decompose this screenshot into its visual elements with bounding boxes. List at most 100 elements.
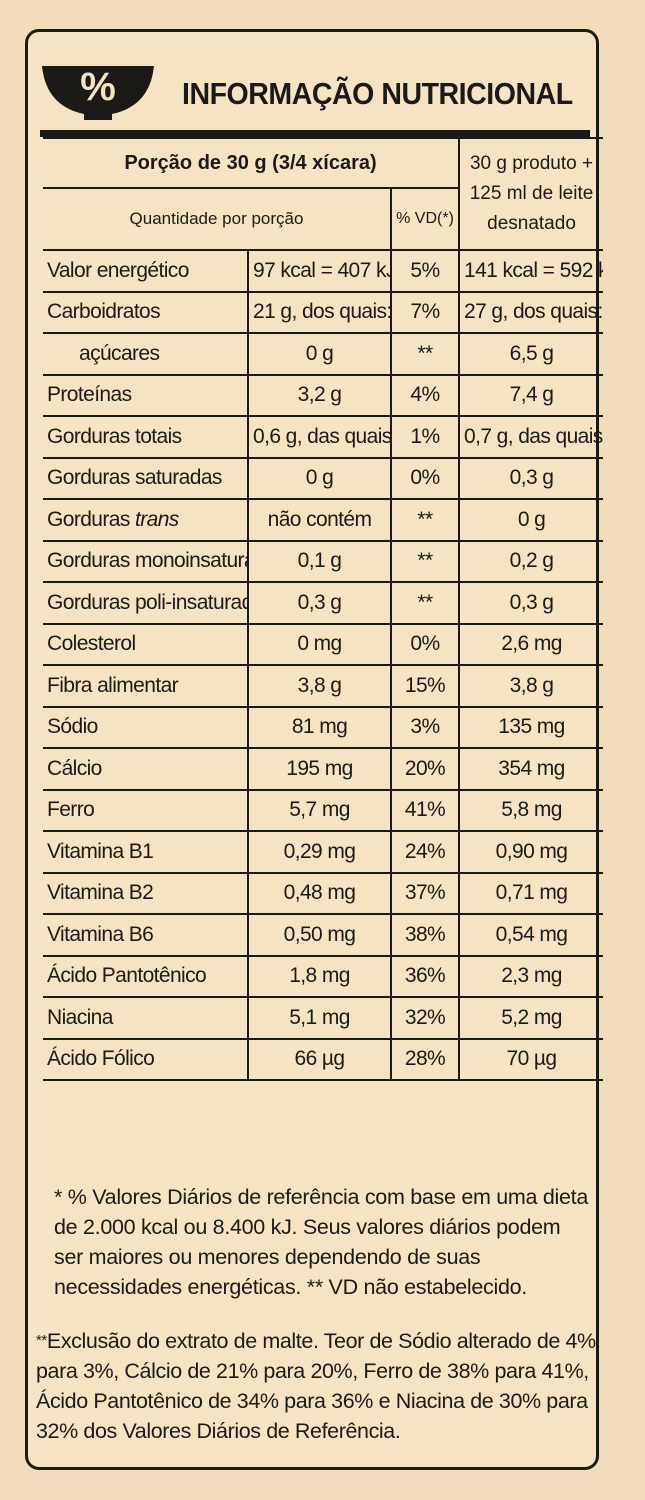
nutrient-name-text: Valor energético [47, 258, 189, 282]
table-row: Carboidratos 21 g, dos quais: 7% 27 g, dos … [43, 290, 604, 334]
vd-column-header: % VD(*) [389, 187, 460, 251]
portion-amount: 0,6 g, das quais: [247, 415, 392, 459]
milk-amount: 3,8 g [458, 664, 604, 708]
vd-percent: 32% [389, 996, 461, 1040]
milk-amount: 0,2 g [458, 539, 604, 583]
nutrient-name: Valor energético [43, 249, 249, 293]
portion-amount: 1,8 mg [247, 954, 392, 998]
portion-amount: 0,29 mg [247, 830, 392, 874]
milk-amount: 141 kcal = 592 kJ [458, 249, 604, 293]
vd-footnote: * % Valores Diários de referência com ba… [54, 1185, 588, 1299]
nutrient-name-text: Carboidratos [47, 300, 161, 324]
nutrient-name: Gorduras totais [43, 415, 249, 459]
nutrient-name: Cálcio [43, 747, 249, 791]
panel-header: % INFORMAÇÃO NUTRICIONAL [40, 56, 590, 126]
portion-amount: 0 g [247, 332, 392, 376]
table-row: Gorduras totais 0,6 g, das quais: 1% 0,7 g,… [43, 415, 604, 459]
milk-amount: 6,5 g [458, 332, 604, 376]
portion-amount: 0 g [247, 456, 392, 500]
nutrient-name: Ácido Pantotênico [43, 954, 249, 998]
vd-percent: 28% [389, 1037, 461, 1081]
nutrient-name: açúcares [43, 332, 249, 376]
milk-amount: 0,90 mg [458, 830, 604, 874]
nutrient-name-text: Gorduras monoinsaturadas [47, 549, 246, 573]
portion-label: Porção de 30 g (3/4 xícara) [43, 137, 461, 189]
nutrient-name: Fibra alimentar [43, 664, 249, 708]
milk-amount: 0,71 mg [458, 871, 604, 915]
portion-amount: 5,7 mg [247, 788, 392, 832]
nutrient-name: Niacina [43, 996, 249, 1040]
table-row: Vitamina B2 0,48 mg 37% 0,71 mg [43, 871, 604, 915]
nutrient-name-text: Colesterol [47, 632, 136, 656]
portion-amount: 0,48 mg [247, 871, 392, 915]
milk-amount: 354 mg [458, 747, 604, 791]
table-row: Fibra alimentar 3,8 g 15% 3,8 g [43, 664, 604, 708]
vd-percent: 41% [389, 788, 461, 832]
nutrient-name-text: Niacina [47, 1005, 113, 1029]
milk-amount: 0,54 mg [458, 913, 604, 957]
nutrient-name: Ferro [43, 788, 249, 832]
vd-percent: 37% [389, 871, 461, 915]
table-row: Proteínas 3,2 g 4% 7,4 g [43, 373, 604, 417]
vd-percent: 0% [389, 622, 461, 666]
table-row: Ácido Fólico 66 µg 28% 70 µg [43, 1037, 604, 1081]
nutrient-name-text: Fibra alimentar [47, 673, 179, 697]
table-row: Vitamina B6 0,50 mg 38% 0,54 mg [43, 913, 604, 957]
portion-amount: 195 mg [247, 747, 392, 791]
vd-percent: 1% [389, 415, 461, 459]
nutrient-name: Gorduras monoinsaturadas [43, 539, 249, 583]
portion-amount: 66 µg [247, 1037, 392, 1081]
portion-amount: 3,8 g [247, 664, 392, 708]
nutrient-name-text: Ácido Pantotênico [47, 964, 207, 988]
milk-amount: 0,7 g, das quais: [458, 415, 604, 459]
milk-amount: 2,6 mg [458, 622, 604, 666]
table-row: Gorduras trans não contém ** 0 g [43, 498, 604, 542]
nutrient-name-text: Gorduras poli-insaturadas [47, 590, 246, 614]
milk-column-header: 30 g produto + 125 ml de leite desnatado [458, 137, 604, 251]
table-row: Sódio 81 mg 3% 135 mg [43, 705, 604, 749]
nutrient-name-text: Vitamina B1 [47, 839, 154, 863]
nutrient-name-text: açúcares [79, 341, 160, 365]
portion-amount: 0,3 g [247, 581, 392, 625]
percent-symbol: % [80, 65, 116, 109]
nutrient-name-text: Sódio [47, 715, 98, 739]
milk-amount: 0,3 g [458, 581, 604, 625]
table-header-row: Porção de 30 g (3/4 xícara) 30 g produto… [43, 137, 604, 251]
portion-amount: 21 g, dos quais: [247, 290, 392, 334]
nutrient-name-text: Cálcio [47, 756, 102, 780]
milk-amount: 5,8 mg [458, 788, 604, 832]
vd-percent: ** [389, 332, 461, 376]
nutrient-name: Vitamina B6 [43, 913, 249, 957]
table-row: Cálcio 195 mg 20% 354 mg [43, 747, 604, 791]
nutrient-name-text: Vitamina B6 [47, 922, 154, 946]
nutrient-name: Gorduras trans [43, 498, 249, 542]
nutrient-name-text: Gorduras saturadas [47, 466, 222, 490]
portion-amount: 0,50 mg [247, 913, 392, 957]
portion-amount: 97 kcal = 407 kJ [247, 249, 392, 293]
milk-amount: 0 g [458, 498, 604, 542]
milk-amount: 2,3 mg [458, 954, 604, 998]
nutrient-name-text: Proteínas [47, 383, 132, 407]
portion-amount: 0,1 g [247, 539, 392, 583]
milk-amount: 7,4 g [458, 373, 604, 417]
milk-amount: 0,3 g [458, 456, 604, 500]
nutrition-panel: % INFORMAÇÃO NUTRICIONAL Porção de 30 g … [25, 29, 604, 1470]
portion-amount: 3,2 g [247, 373, 392, 417]
nutrient-name-text: Gorduras totais [47, 424, 182, 448]
nutrient-name-text: Ácido Fólico [47, 1047, 155, 1071]
table-row: Gorduras monoinsaturadas0,1 g**0,2 g [43, 539, 604, 583]
vd-percent: ** [389, 581, 461, 625]
milk-amount: 27 g, dos quais: [458, 290, 604, 334]
nutrient-name: Gorduras poli-insaturadas [43, 581, 249, 625]
vd-percent: 38% [389, 913, 461, 957]
nutrient-name-text: Gorduras [47, 507, 130, 531]
malt-footnote-stars: ** [36, 1332, 47, 1349]
vd-percent: 5% [389, 249, 461, 293]
table-row: Ácido Pantotênico 1,8 mg 36% 2,3 mg [43, 954, 604, 998]
nutrient-name: Carboidratos [43, 290, 249, 334]
table-subheader-row: Quantidade por porção % VD(*) [43, 187, 603, 251]
portion-amount: não contém [247, 498, 392, 542]
malt-footnote-text: Exclusão do extrato de malte. Teor de Só… [36, 1329, 596, 1443]
table-row: Gorduras poli-insaturadas0,3 g**0,3 g [43, 581, 604, 625]
vd-percent: 3% [389, 705, 461, 749]
